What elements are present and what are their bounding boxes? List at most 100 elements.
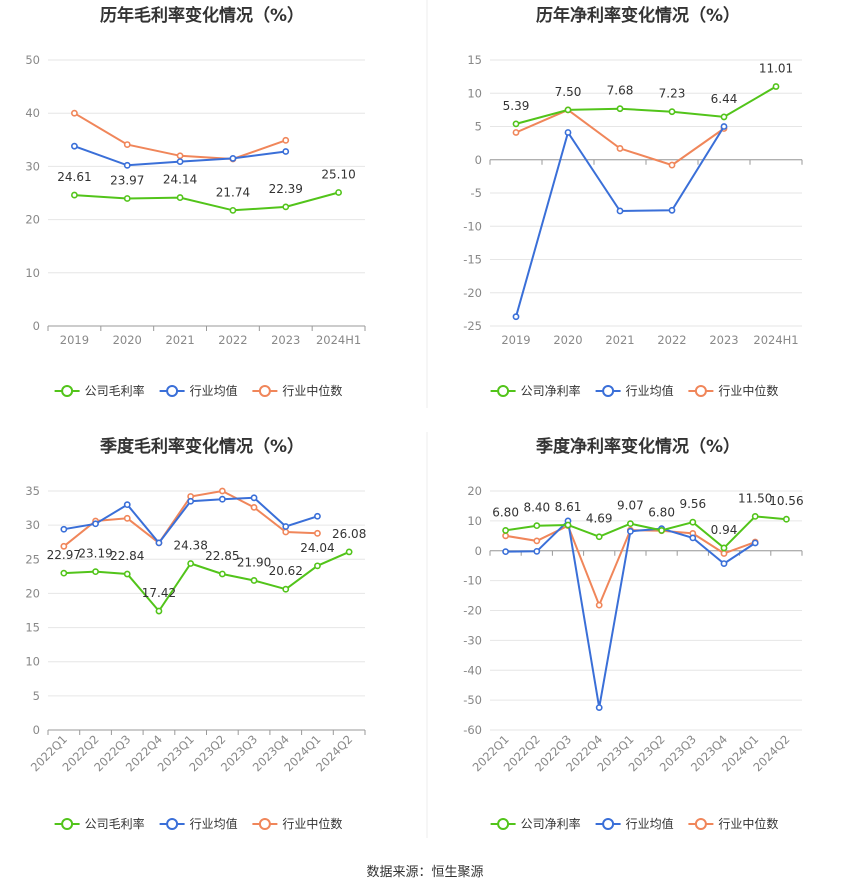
data-point-company[interactable] (282, 585, 290, 593)
data-point-company[interactable] (71, 191, 78, 199)
data-point-company[interactable] (751, 512, 759, 520)
data-point-industry_avg[interactable] (751, 539, 759, 547)
data-point-company[interactable] (616, 105, 624, 113)
data-point-industry_avg[interactable] (627, 527, 634, 535)
data-point-company[interactable] (123, 570, 131, 578)
data-point-industry_median[interactable] (720, 550, 728, 557)
data-point-company[interactable] (595, 533, 603, 541)
data-point-industry_median[interactable] (218, 487, 226, 495)
data-point-industry_avg[interactable] (218, 495, 226, 503)
data-point-industry_avg[interactable] (314, 512, 321, 520)
data-point-company[interactable] (533, 522, 541, 530)
data-point-industry_avg[interactable] (282, 148, 290, 155)
data-point-company[interactable] (176, 194, 184, 201)
data-label: 8.40 (523, 501, 550, 515)
data-point-industry_avg[interactable] (512, 313, 520, 321)
legend-item-industry_median[interactable]: 行业中位数 (688, 383, 778, 398)
data-point-industry_median[interactable] (123, 514, 131, 522)
data-point-company[interactable] (218, 570, 226, 578)
legend-label: 行业中位数 (718, 383, 778, 398)
x-tick-label: 2020 (113, 333, 142, 347)
legend-item-industry_median[interactable]: 行业中位数 (252, 816, 342, 831)
data-point-company[interactable] (668, 108, 676, 116)
data-point-industry_avg[interactable] (502, 548, 509, 556)
legend-item-company[interactable]: 公司净利率 (490, 816, 581, 831)
legend-item-company[interactable]: 公司毛利率 (54, 816, 145, 831)
data-point-industry_avg[interactable] (123, 501, 131, 509)
legend-marker-icon (166, 818, 179, 830)
data-point-industry_median[interactable] (533, 537, 541, 545)
legend-item-industry_avg[interactable]: 行业均值 (595, 816, 674, 831)
data-point-industry_median[interactable] (595, 601, 603, 609)
data-point-industry_median[interactable] (314, 529, 321, 537)
data-point-industry_avg[interactable] (123, 161, 131, 169)
legend-label: 公司净利率 (521, 816, 581, 831)
data-point-company[interactable] (512, 120, 520, 128)
data-point-industry_median[interactable] (250, 503, 258, 511)
data-point-company[interactable] (564, 106, 572, 114)
data-point-industry_avg[interactable] (229, 155, 237, 162)
data-point-company[interactable] (783, 515, 790, 523)
data-point-industry_avg[interactable] (71, 142, 78, 150)
data-point-industry_median[interactable] (60, 542, 68, 550)
data-point-company[interactable] (229, 206, 237, 214)
data-point-industry_avg[interactable] (564, 129, 572, 136)
data-point-industry_median[interactable] (282, 528, 290, 536)
data-point-industry_median[interactable] (71, 109, 78, 117)
data-point-industry_avg[interactable] (616, 207, 624, 215)
legend-item-industry_avg[interactable]: 行业均值 (159, 816, 238, 831)
data-point-industry_median[interactable] (512, 129, 520, 136)
data-point-company[interactable] (345, 548, 353, 556)
data-point-company[interactable] (60, 569, 68, 577)
data-point-industry_median[interactable] (176, 152, 184, 160)
data-point-company[interactable] (250, 577, 258, 584)
data-point-industry_avg[interactable] (92, 520, 99, 528)
data-point-industry_avg[interactable] (187, 497, 195, 505)
data-point-industry_avg[interactable] (282, 523, 290, 530)
data-point-company[interactable] (155, 607, 163, 615)
data-point-industry_avg[interactable] (668, 206, 676, 214)
data-point-industry_median[interactable] (668, 161, 676, 169)
data-point-industry_median[interactable] (616, 145, 624, 152)
data-point-industry_avg[interactable] (720, 560, 728, 567)
data-point-industry_median[interactable] (282, 136, 290, 144)
data-point-company[interactable] (627, 520, 634, 528)
data-point-company[interactable] (335, 189, 342, 196)
data-point-industry_avg[interactable] (176, 158, 184, 166)
data-point-company[interactable] (502, 527, 509, 534)
data-point-industry_avg[interactable] (720, 123, 728, 130)
x-tick-label: 2024H1 (753, 333, 798, 347)
data-point-industry_avg[interactable] (689, 534, 697, 542)
data-point-company[interactable] (658, 527, 665, 534)
data-point-industry_avg[interactable] (60, 525, 68, 533)
data-point-industry_avg[interactable] (533, 547, 541, 555)
legend-item-industry_avg[interactable]: 行业均值 (159, 383, 238, 398)
legend-item-company[interactable]: 公司毛利率 (54, 383, 145, 398)
data-point-industry_avg[interactable] (155, 539, 163, 547)
data-point-industry_median[interactable] (502, 532, 509, 540)
data-point-company[interactable] (123, 195, 131, 202)
legend-item-industry_median[interactable]: 行业中位数 (688, 816, 778, 831)
legend-item-industry_median[interactable]: 行业中位数 (252, 383, 342, 398)
data-point-industry_avg[interactable] (250, 494, 258, 502)
y-tick-label: 30 (25, 159, 40, 173)
data-point-industry_median[interactable] (123, 141, 131, 148)
data-point-company[interactable] (187, 560, 195, 567)
data-label: 11.50 (738, 491, 772, 505)
legend-marker-icon (61, 818, 74, 830)
data-point-company[interactable] (564, 521, 572, 529)
data-point-company[interactable] (720, 113, 728, 121)
data-point-industry_avg[interactable] (595, 704, 603, 711)
y-tick-label: -40 (463, 663, 482, 677)
data-point-company[interactable] (92, 568, 99, 576)
legend-marker-icon (497, 385, 510, 397)
data-point-company[interactable] (720, 544, 728, 552)
x-tick-label: 2023 (271, 333, 300, 347)
data-point-company[interactable] (314, 562, 321, 570)
legend-item-company[interactable]: 公司净利率 (490, 383, 581, 398)
legend-item-industry_avg[interactable]: 行业均值 (595, 383, 674, 398)
data-point-company[interactable] (689, 518, 697, 526)
data-point-company[interactable] (282, 203, 290, 211)
data-point-company[interactable] (772, 83, 780, 90)
legend-marker-icon (166, 385, 179, 397)
